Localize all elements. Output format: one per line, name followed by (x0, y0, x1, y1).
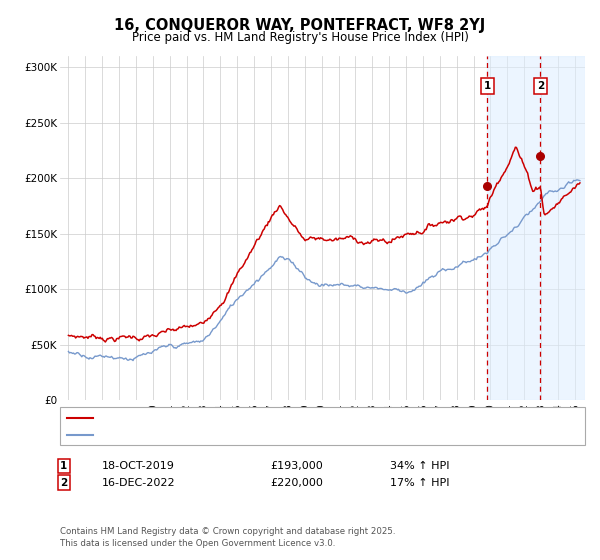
Text: 1: 1 (484, 81, 491, 91)
Text: 2: 2 (60, 478, 67, 488)
Text: £193,000: £193,000 (270, 461, 323, 471)
Text: Contains HM Land Registry data © Crown copyright and database right 2025.
This d: Contains HM Land Registry data © Crown c… (60, 527, 395, 548)
Text: 17% ↑ HPI: 17% ↑ HPI (390, 478, 449, 488)
Text: Price paid vs. HM Land Registry's House Price Index (HPI): Price paid vs. HM Land Registry's House … (131, 31, 469, 44)
Text: 16-DEC-2022: 16-DEC-2022 (102, 478, 176, 488)
Text: 2: 2 (537, 81, 544, 91)
Text: 18-OCT-2019: 18-OCT-2019 (102, 461, 175, 471)
Text: 16, CONQUEROR WAY, PONTEFRACT, WF8 2YJ: 16, CONQUEROR WAY, PONTEFRACT, WF8 2YJ (115, 18, 485, 33)
Text: 1: 1 (60, 461, 67, 471)
Bar (487, 56, 585, 400)
Text: £220,000: £220,000 (270, 478, 323, 488)
Text: 34% ↑ HPI: 34% ↑ HPI (390, 461, 449, 471)
Text: 16, CONQUEROR WAY, PONTEFRACT, WF8 2YJ (semi-detached house): 16, CONQUEROR WAY, PONTEFRACT, WF8 2YJ (… (97, 413, 448, 423)
Text: HPI: Average price, semi-detached house, Wakefield: HPI: Average price, semi-detached house,… (97, 430, 361, 440)
